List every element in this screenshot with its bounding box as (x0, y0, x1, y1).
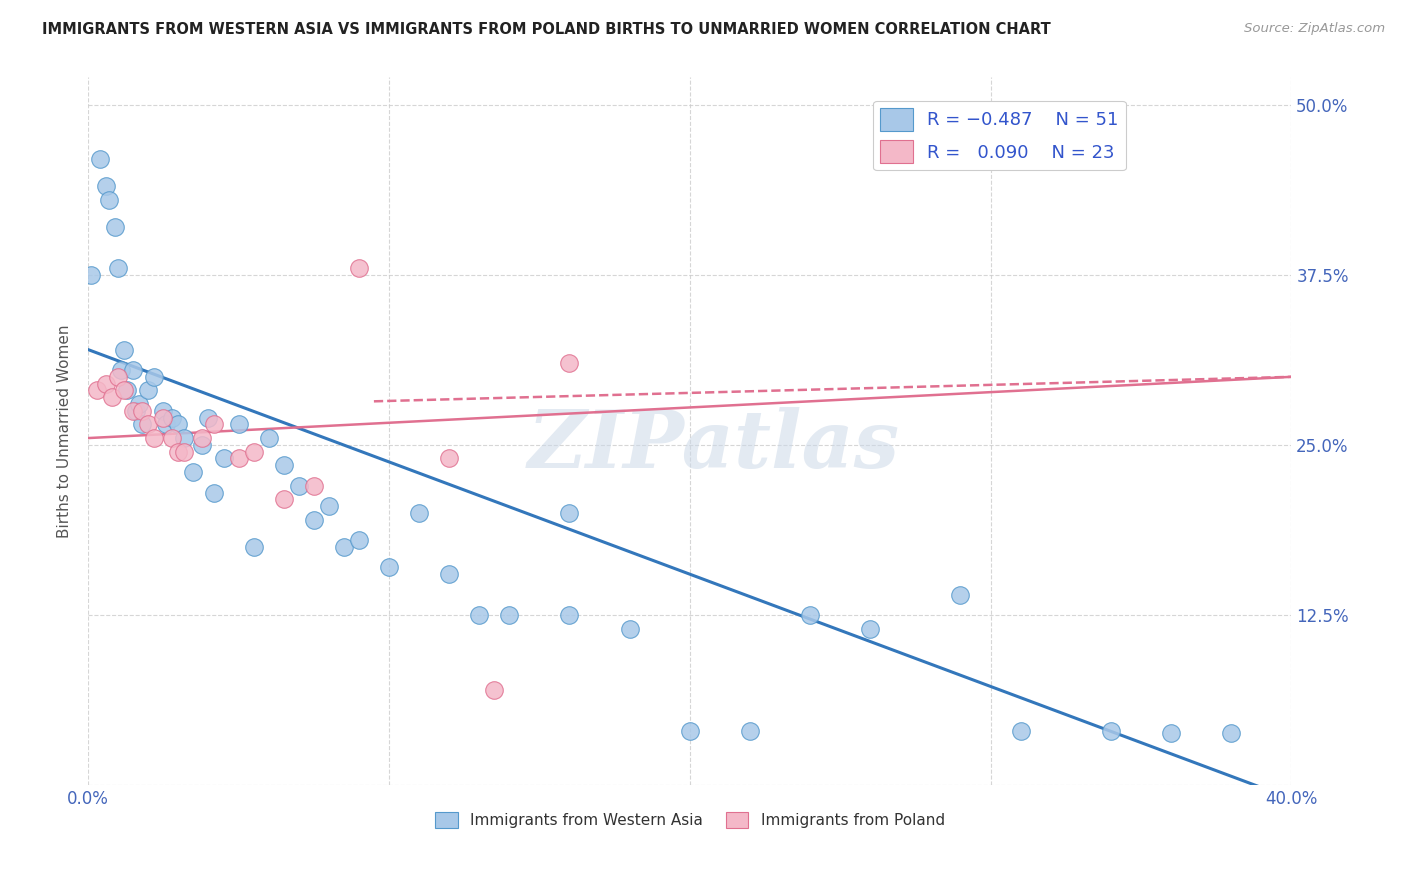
Point (302, 513, 325, 527)
Point (143, 431, 166, 445)
Point (162, 431, 184, 445)
Point (122, 363, 145, 377)
Point (167, 417, 190, 432)
Point (96, 376, 118, 391)
Point (110, 363, 132, 377)
Point (408, 506, 430, 520)
Point (1220, 726, 1243, 740)
Point (228, 417, 250, 432)
Point (183, 465, 205, 479)
Point (498, 607, 520, 622)
Point (191, 431, 214, 445)
Text: ZIPatlas: ZIPatlas (527, 407, 900, 484)
Point (679, 723, 702, 738)
Point (112, 384, 135, 398)
Point (128, 397, 150, 411)
Point (197, 410, 219, 425)
Point (112, 343, 135, 357)
Point (167, 444, 190, 458)
Point (212, 451, 235, 466)
Point (484, 682, 506, 697)
Point (1099, 723, 1122, 738)
Point (347, 533, 370, 548)
Point (949, 588, 972, 602)
Text: IMMIGRANTS FROM WESTERN ASIA VS IMMIGRANTS FROM POLAND BIRTHS TO UNMARRIED WOMEN: IMMIGRANTS FROM WESTERN ASIA VS IMMIGRAN… (42, 22, 1050, 37)
Point (107, 260, 129, 275)
Point (242, 540, 264, 554)
Y-axis label: Births to Unmarried Women: Births to Unmarried Women (58, 325, 72, 538)
Point (155, 417, 177, 432)
Point (437, 451, 460, 466)
Point (558, 356, 581, 370)
Point (136, 417, 159, 432)
Point (98, 193, 121, 207)
Point (86, 384, 108, 398)
Legend: Immigrants from Western Asia, Immigrants from Poland: Immigrants from Western Asia, Immigrants… (429, 805, 950, 834)
Point (204, 417, 226, 432)
Point (131, 404, 153, 418)
Point (131, 417, 153, 432)
Point (125, 404, 148, 418)
Point (152, 410, 174, 425)
Point (302, 479, 325, 493)
Point (619, 622, 641, 636)
Point (558, 607, 581, 622)
Point (143, 369, 166, 384)
Point (204, 485, 226, 500)
Text: Source: ZipAtlas.com: Source: ZipAtlas.com (1244, 22, 1385, 36)
Point (378, 560, 401, 574)
Point (191, 438, 214, 452)
Point (273, 492, 295, 507)
Point (101, 390, 124, 404)
Point (173, 444, 195, 458)
Point (162, 410, 184, 425)
Point (437, 567, 460, 582)
Point (347, 260, 370, 275)
Point (117, 384, 139, 398)
Point (799, 607, 821, 622)
Point (80, 268, 103, 282)
Point (1010, 723, 1032, 738)
Point (173, 431, 195, 445)
Point (122, 404, 145, 418)
Point (558, 506, 581, 520)
Point (468, 607, 491, 622)
Point (228, 451, 250, 466)
Point (242, 444, 264, 458)
Point (257, 431, 280, 445)
Point (333, 540, 356, 554)
Point (152, 404, 174, 418)
Point (96, 179, 118, 194)
Point (1160, 726, 1182, 740)
Point (318, 499, 340, 513)
Point (273, 458, 295, 473)
Point (287, 479, 309, 493)
Point (136, 384, 159, 398)
Point (859, 622, 882, 636)
Point (104, 220, 127, 235)
Point (89, 152, 111, 166)
Point (738, 723, 761, 738)
Point (107, 369, 129, 384)
